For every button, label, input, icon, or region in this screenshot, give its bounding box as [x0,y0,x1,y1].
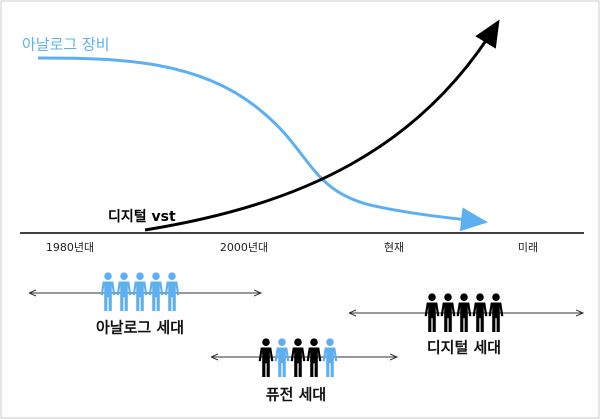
timeline-label: 현재 [384,241,404,254]
generation-label: 아날로그 세대 [96,319,184,337]
timeline-label: 미래 [518,241,538,254]
digital-curve [144,19,500,232]
timeline-label: 1980년대 [46,241,94,254]
digital-label: 디지털 vst [108,208,176,225]
timeline-label: 2000년대 [220,241,268,254]
generation-label: 디지털 세대 [427,339,501,357]
generation-label: 퓨전 세대 [266,386,326,404]
analog-curve [37,56,488,232]
analog-label: 아날로그 장비 [22,36,110,54]
